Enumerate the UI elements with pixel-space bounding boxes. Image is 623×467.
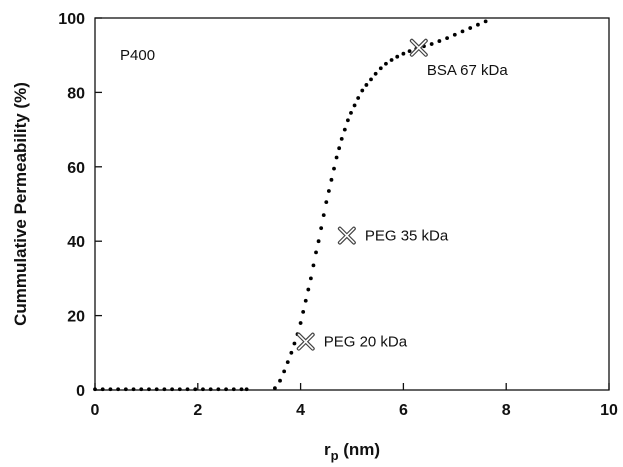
- data-point: [332, 166, 336, 171]
- data-point: [216, 387, 221, 392]
- data-point: [401, 51, 406, 56]
- data-point: [476, 22, 480, 27]
- data-point: [429, 42, 434, 46]
- data-point: [285, 360, 290, 364]
- data-point: [319, 226, 324, 231]
- data-point: [116, 387, 121, 392]
- data-point: [239, 387, 244, 392]
- data-point: [445, 36, 449, 40]
- plot-frame: [94, 17, 610, 391]
- data-point: [208, 387, 213, 392]
- annotations: BSA 67 kDa PEG 35 kDa PEG 20 kDa: [296, 38, 509, 351]
- y-axis-title: Cummulative Permeability (%): [11, 82, 30, 326]
- data-point: [308, 276, 313, 281]
- y-tick-label: 80: [67, 85, 85, 102]
- data-point: [108, 387, 113, 392]
- data-point: [407, 49, 412, 54]
- data-point: [224, 387, 228, 392]
- data-point: [244, 387, 249, 392]
- y-axis: 0 20 40 60 80 100: [58, 11, 102, 400]
- y-tick-label: 0: [76, 383, 85, 400]
- y-tick-label: 100: [58, 11, 85, 28]
- data-point: [334, 155, 339, 160]
- data-point: [468, 26, 473, 30]
- x-tick-label: 0: [91, 402, 100, 419]
- annotation-label: PEG 20 kDa: [324, 334, 408, 351]
- x-tick-label: 4: [296, 402, 305, 419]
- x-tick-label: 6: [399, 402, 408, 419]
- data-point: [303, 298, 308, 303]
- data-point: [139, 387, 144, 392]
- data-point: [314, 250, 318, 255]
- data-point: [460, 29, 465, 34]
- x-marker: [296, 332, 315, 351]
- data-point: [292, 341, 297, 346]
- data-point: [345, 118, 350, 123]
- data-point: [337, 146, 342, 151]
- x-tick-label: 2: [193, 402, 202, 419]
- x-axis-title-main: r: [324, 440, 331, 459]
- data-point: [349, 110, 353, 115]
- data-point: [452, 32, 457, 37]
- data-point: [389, 58, 394, 62]
- data-point: [170, 387, 175, 392]
- x-marker: [337, 226, 356, 245]
- x-axis-title-subscript: p: [331, 448, 339, 463]
- data-point: [483, 19, 488, 24]
- data-point: [364, 83, 369, 87]
- data-point: [278, 378, 282, 383]
- data-point: [356, 96, 361, 100]
- y-tick-label: 20: [67, 309, 85, 326]
- y-tick-label: 60: [67, 160, 85, 177]
- data-point: [316, 239, 321, 244]
- data-point: [369, 77, 373, 82]
- x-tick-label: 8: [502, 402, 511, 419]
- data-point: [360, 88, 365, 93]
- x-tick-label: 10: [600, 402, 618, 419]
- data-point: [289, 350, 294, 355]
- data-point: [193, 387, 198, 392]
- data-point: [162, 387, 167, 392]
- x-axis-title-unit: (nm): [339, 440, 381, 459]
- data-point: [306, 287, 311, 292]
- inset-label: P400: [120, 47, 155, 64]
- annotation-label: BSA 67 kDa: [427, 62, 509, 79]
- annotation-label: PEG 35 kDa: [365, 228, 449, 245]
- data-point: [231, 387, 236, 392]
- y-tick-label: 40: [67, 234, 85, 251]
- data-point: [201, 387, 205, 392]
- data-point: [342, 127, 347, 132]
- data-point: [311, 263, 316, 268]
- data-point: [154, 387, 159, 392]
- data-point: [326, 189, 331, 193]
- data-point: [384, 61, 388, 66]
- data-point: [100, 387, 105, 392]
- x-marker: [409, 38, 428, 57]
- data-point: [298, 321, 303, 325]
- data-point: [437, 39, 442, 43]
- data-point: [321, 213, 326, 218]
- data-point: [282, 369, 287, 374]
- data-point: [395, 54, 400, 59]
- data-point: [273, 386, 277, 391]
- data-point: [177, 387, 182, 392]
- data-point: [123, 387, 128, 392]
- data-point: [324, 200, 329, 205]
- data-point: [373, 71, 378, 76]
- data-point: [378, 66, 383, 71]
- data-point: [185, 387, 190, 392]
- data-point: [93, 387, 97, 392]
- data-point: [301, 309, 306, 314]
- x-axis: 0 2 4 6 8 10: [91, 383, 618, 419]
- data-point: [339, 137, 344, 141]
- data-point: [131, 387, 136, 392]
- data-point: [147, 387, 151, 392]
- data-point: [352, 103, 357, 108]
- data-point: [329, 177, 334, 182]
- x-axis-title: rp (nm): [324, 440, 380, 463]
